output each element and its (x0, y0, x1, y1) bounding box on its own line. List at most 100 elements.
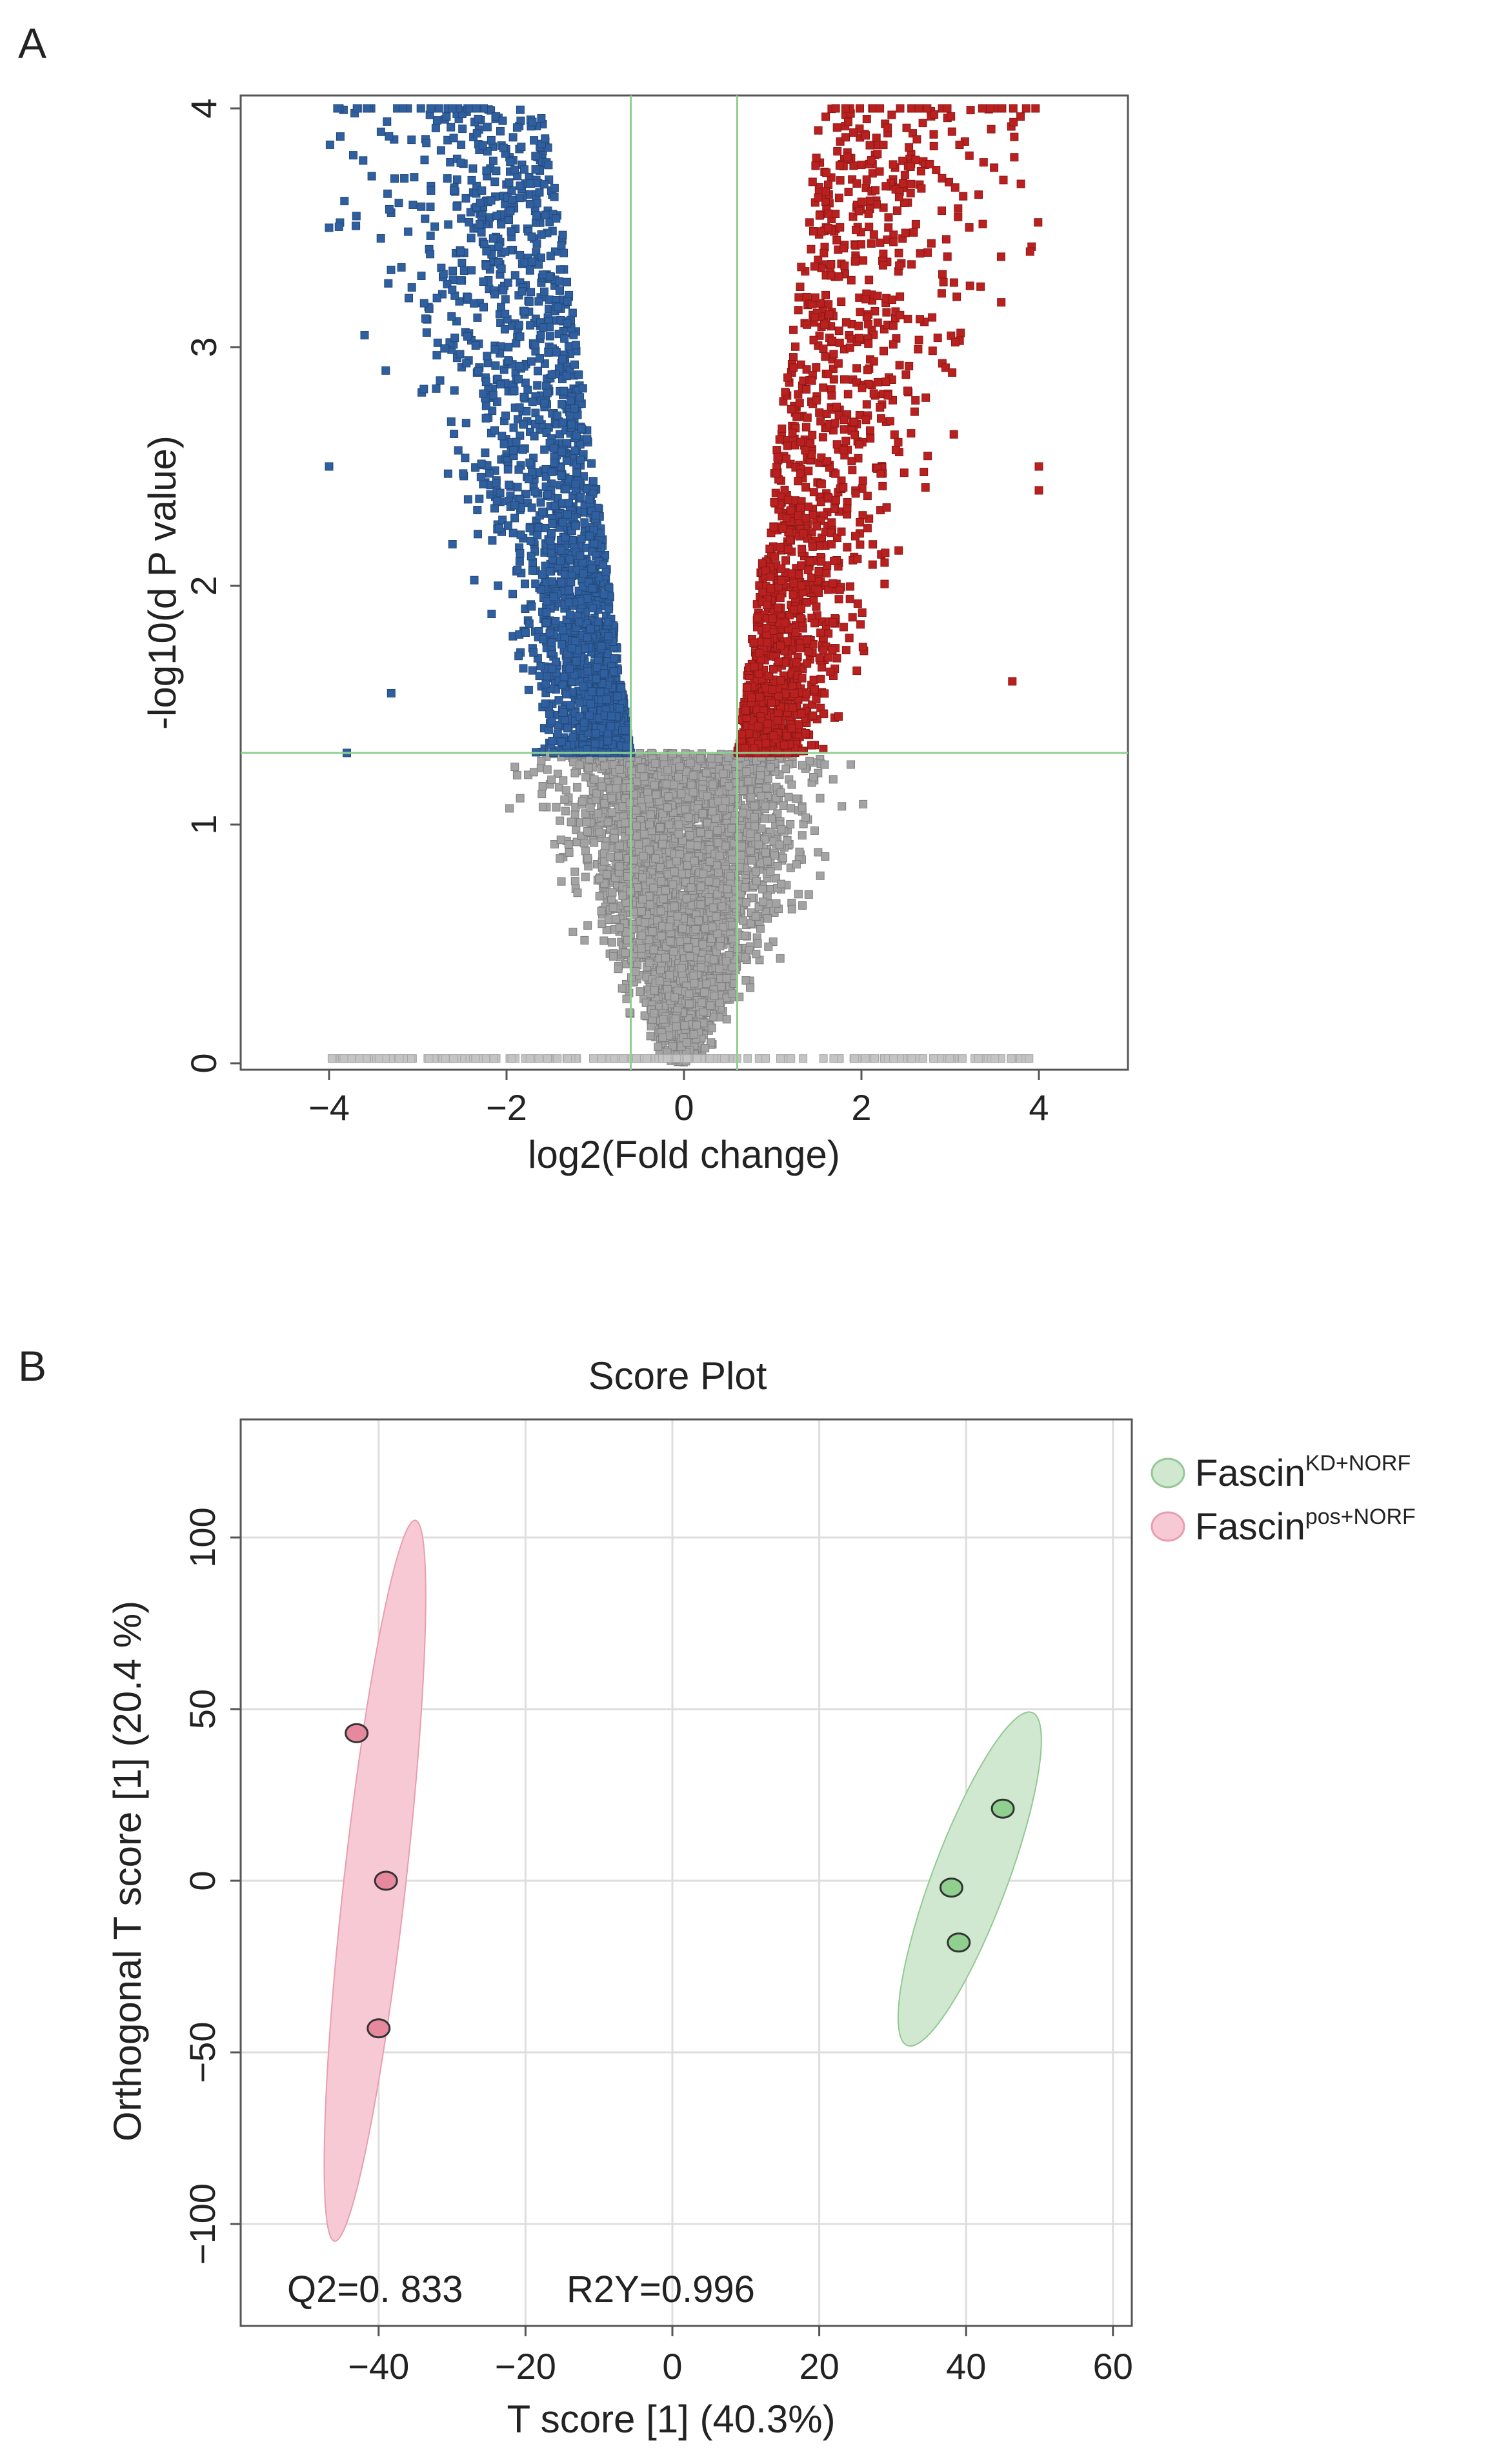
ns-gene-point (564, 840, 573, 848)
ns-gene-point (615, 923, 624, 932)
ns-gene-point (819, 1054, 828, 1063)
ns-gene-point (638, 895, 647, 904)
ns-gene-point (599, 936, 608, 945)
ns-gene-point (761, 801, 770, 810)
ns-gene-point (581, 773, 590, 782)
ns-gene-point (723, 885, 732, 894)
ns-gene-point (510, 763, 519, 772)
ns-gene-point (597, 1054, 606, 1063)
ns-gene-point (685, 999, 694, 1008)
down-gene-point (531, 165, 540, 174)
ns-gene-point (1007, 1054, 1016, 1063)
ns-gene-point (556, 854, 565, 863)
ns-gene-point (670, 902, 679, 911)
down-gene-point (483, 352, 492, 361)
ns-gene-point (706, 1001, 715, 1010)
ns-gene-point (534, 1054, 543, 1063)
ns-gene-point (814, 848, 823, 857)
ns-gene-point (741, 953, 750, 961)
ns-gene-point (859, 799, 868, 808)
ns-gene-point (777, 879, 785, 888)
ns-gene-point (538, 790, 547, 799)
ns-gene-point (689, 972, 698, 981)
down-gene-point (554, 696, 563, 705)
ns-gene-point (665, 923, 674, 932)
down-gene-point (443, 174, 452, 183)
ns-gene-point (573, 783, 581, 792)
ns-gene-point (632, 777, 641, 786)
down-gene-point (474, 366, 483, 376)
ns-gene-point (644, 794, 653, 803)
ns-gene-point (801, 813, 810, 822)
down-gene-point (432, 116, 441, 125)
ns-gene-point (736, 851, 745, 859)
down-gene-point (494, 581, 503, 590)
ns-gene-point (578, 797, 587, 806)
down-gene-point (514, 465, 523, 474)
ns-gene-point (707, 1023, 716, 1032)
ns-gene-point (767, 763, 776, 772)
ns-gene-point (918, 1054, 927, 1063)
ns-gene-point (670, 867, 679, 876)
ns-gene-point (537, 756, 546, 765)
ns-gene-point (553, 769, 562, 778)
ns-gene-point (734, 832, 743, 841)
ns-gene-point (632, 1054, 641, 1063)
down-gene-point (588, 477, 598, 486)
ns-gene-point (608, 903, 618, 912)
ns-gene-point (707, 754, 716, 763)
ns-gene-point (696, 754, 705, 763)
ns-gene-point (672, 1054, 681, 1063)
ns-gene-point (738, 808, 747, 817)
ns-gene-point (570, 768, 579, 777)
ns-gene-point (741, 931, 750, 940)
ns-gene-point (507, 1054, 516, 1063)
ns-gene-point (732, 770, 741, 779)
ns-gene-point (698, 809, 707, 818)
ns-gene-point (709, 956, 718, 965)
ns-gene-point (798, 831, 807, 840)
ns-gene-point (590, 775, 599, 784)
ns-gene-point (787, 780, 796, 789)
panel-a-letter: A (18, 19, 46, 67)
ns-gene-point (674, 820, 683, 829)
ns-gene-point (746, 983, 755, 992)
ns-gene-point (696, 900, 705, 909)
down-gene-point (479, 479, 488, 488)
down-gene-point (483, 359, 492, 368)
down-gene-point (504, 343, 513, 352)
ns-gene-point (752, 877, 761, 885)
down-gene-point (479, 303, 488, 312)
ns-gene-point (743, 777, 752, 786)
down-gene-point (557, 241, 566, 250)
ns-gene-point (611, 915, 620, 924)
ns-gene-point (355, 1054, 364, 1063)
ns-gene-point (645, 819, 654, 828)
down-gene-point (501, 295, 510, 304)
ns-gene-point (680, 1021, 689, 1030)
ns-gene-point (752, 867, 761, 876)
down-gene-point (394, 199, 403, 208)
ns-gene-point (741, 883, 750, 892)
ns-gene-point (552, 803, 561, 812)
ns-gene-point (669, 947, 678, 956)
ns-gene-point (945, 1054, 954, 1063)
ns-gene-point (719, 1054, 729, 1063)
down-gene-point (490, 504, 499, 513)
down-gene-point (467, 175, 476, 185)
ns-gene-point (516, 794, 525, 803)
ns-gene-point (650, 781, 659, 790)
down-gene-point (541, 210, 550, 219)
ns-gene-point (764, 942, 773, 951)
ns-gene-point (783, 836, 792, 845)
ns-gene-point (471, 1054, 480, 1063)
ns-gene-point (795, 847, 804, 856)
ns-gene-point (728, 989, 737, 998)
down-gene-point (474, 114, 483, 123)
down-gene-point (522, 406, 531, 416)
ns-gene-point (582, 817, 591, 826)
ns-gene-point (618, 891, 627, 900)
ns-gene-point (553, 1054, 562, 1063)
down-gene-point (481, 401, 490, 410)
down-gene-point (492, 166, 501, 175)
